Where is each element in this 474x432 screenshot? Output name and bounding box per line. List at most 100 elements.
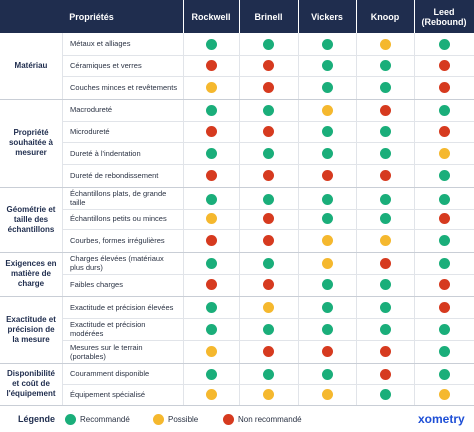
legend-dot — [222, 413, 234, 425]
row-label: Courbes, formes irrégulières — [70, 236, 165, 245]
rating-dot — [379, 278, 391, 290]
rating-dot — [438, 257, 450, 269]
row-line — [62, 384, 474, 385]
rating-dot — [205, 104, 217, 116]
row-label: Microdureté — [70, 126, 110, 136]
row-label: Mesures sur le terrain (portables) — [70, 342, 143, 361]
rating-dot — [321, 125, 333, 137]
rating-dot — [205, 345, 217, 357]
rating-dot — [438, 38, 450, 50]
rating-dot — [263, 59, 274, 71]
rating-dot — [379, 81, 391, 93]
rating-dot — [379, 169, 391, 181]
rating-dot — [438, 388, 450, 400]
legend-dot — [64, 413, 76, 425]
row-label: Exactitude et précision modérées — [70, 320, 146, 338]
row-label: Métaux et alliages — [70, 39, 131, 49]
rating-dot — [205, 234, 217, 246]
rating-dot — [205, 278, 217, 290]
legend-dot — [152, 413, 164, 425]
header-separator — [239, 0, 240, 33]
rating-dot — [321, 257, 333, 269]
rating-dot — [321, 212, 333, 224]
rating-dot — [321, 81, 333, 93]
row-line — [62, 120, 474, 122]
rating-dot — [263, 193, 274, 205]
header-cell: Vickers — [311, 11, 343, 22]
rating-dot — [205, 388, 217, 400]
group-line — [0, 252, 474, 253]
rating-dot — [321, 278, 333, 290]
header-bar — [0, 0, 474, 33]
rating-dot — [263, 278, 274, 290]
legend-label: Possible — [168, 414, 199, 424]
column-line — [298, 33, 299, 405]
rating-dot — [438, 147, 450, 159]
row-line — [62, 76, 474, 77]
rating-dot — [438, 193, 450, 205]
rating-dot — [263, 38, 274, 50]
rating-dot — [321, 104, 333, 116]
rating-dot — [379, 125, 391, 137]
rating-dot — [321, 38, 333, 50]
group-label: Disponibilité et coût de l'équipement — [6, 369, 56, 398]
rating-dot — [438, 234, 450, 246]
rating-dot — [379, 257, 391, 269]
column-line — [239, 33, 240, 405]
rating-dot — [379, 104, 391, 116]
rating-dot — [379, 323, 391, 335]
header-separator — [414, 0, 415, 33]
rating-dot — [321, 59, 333, 71]
rating-dot — [263, 323, 274, 335]
column-line — [183, 33, 184, 405]
group-label: Propriété souhaitée à mesurer — [8, 128, 53, 157]
row-label: Dureté à l'indentation — [70, 148, 141, 158]
rating-dot — [321, 368, 333, 380]
rating-dot — [379, 234, 391, 246]
legend-title: Légende — [18, 414, 56, 424]
rating-dot — [263, 81, 274, 93]
row-label: Couramment disponible — [70, 369, 150, 378]
rating-dot — [205, 169, 217, 181]
rating-dot — [438, 301, 450, 313]
row-label: Charges élevées (matériaux plus durs) — [70, 253, 164, 272]
rating-dot — [205, 257, 217, 269]
rating-dot — [379, 388, 391, 400]
rating-dot — [321, 388, 333, 400]
column-line — [356, 33, 357, 405]
rating-dot — [263, 234, 274, 246]
rating-dot — [205, 81, 217, 93]
row-line — [62, 340, 474, 341]
rating-dot — [263, 212, 274, 224]
rating-dot — [205, 193, 217, 205]
row-line — [62, 208, 474, 210]
rating-dot — [205, 147, 217, 159]
legend-label: Recommandé — [80, 414, 130, 424]
rating-dot — [438, 323, 450, 335]
rating-dot — [321, 345, 333, 357]
row-line — [62, 54, 474, 56]
header-separator — [183, 0, 184, 33]
rating-dot — [321, 323, 333, 335]
row-label: Échantillons plats, de grande taille — [70, 188, 167, 207]
rating-dot — [379, 301, 391, 313]
rating-dot — [379, 345, 391, 357]
row-label: Exactitude et précision élevées — [70, 302, 174, 312]
rating-dot — [379, 193, 391, 205]
row-label: Macrodureté — [70, 105, 113, 115]
rating-dot — [379, 368, 391, 380]
rating-dot — [263, 125, 274, 137]
rating-dot — [438, 169, 450, 181]
rating-dot — [438, 125, 450, 137]
header-cell: Propriétés — [69, 11, 114, 22]
header-separator — [356, 0, 357, 33]
row-line — [62, 273, 474, 275]
rating-dot — [263, 388, 274, 400]
row-label: Faibles charges — [70, 280, 123, 290]
rating-dot — [263, 147, 274, 159]
row-label: Céramiques et verres — [70, 60, 142, 70]
rating-dot — [321, 234, 333, 246]
rating-dot — [205, 59, 217, 71]
row-line — [62, 318, 474, 319]
header-separator — [298, 0, 299, 33]
